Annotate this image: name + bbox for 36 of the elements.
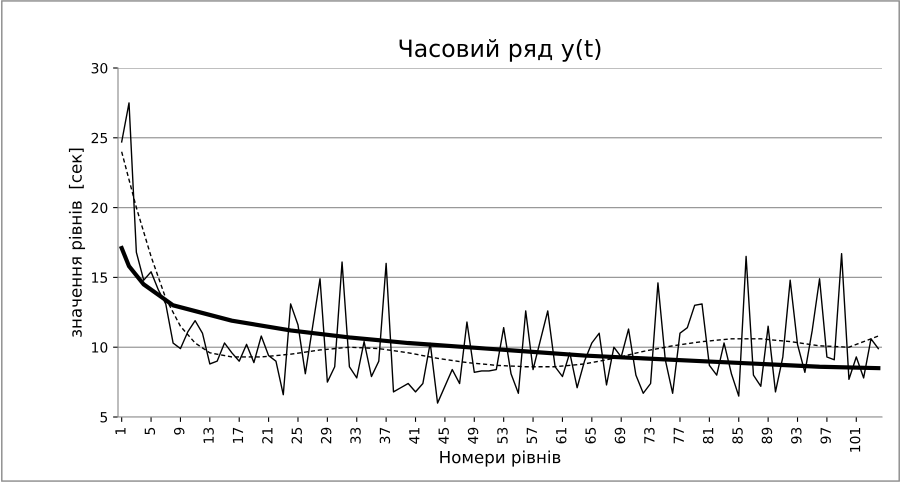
y-tick-label: 25 [92, 132, 108, 144]
x-tick-label: 25 [292, 428, 302, 444]
y-tick-label: 20 [92, 202, 108, 214]
y-axis-title: значення рівнів [сек] [68, 148, 86, 337]
line-series [120, 102, 880, 404]
x-tick-label: 1 [115, 428, 126, 434]
x-tick-label: 41 [409, 428, 420, 444]
x-axis-title: Номери рівнів [440, 450, 560, 467]
chart-title: Часовий ряд y(t) [400, 38, 600, 62]
y-tick-label: 5 [100, 412, 108, 422]
y-tick-label: 15 [92, 272, 108, 283]
x-tick-label: 57 [526, 428, 538, 444]
x-tick-label: 73 [644, 428, 655, 444]
x-tick-label: 33 [350, 428, 361, 444]
x-tick-label: 85 [732, 428, 743, 444]
x-tick-label: 13 [203, 428, 214, 443]
x-tick-label: 37 [380, 428, 390, 444]
x-tick-label: 97 [820, 428, 831, 444]
x-tick-label: 21 [262, 428, 272, 444]
x-tick-label: 61 [556, 428, 566, 444]
x-tick-label: 45 [438, 428, 449, 444]
x-tick-label: 93 [791, 428, 802, 444]
x-tick-label: 49 [468, 428, 478, 444]
x-tick-label: 89 [762, 428, 772, 444]
x-tick-label: 5 [144, 428, 156, 434]
x-tick-label: 9 [174, 428, 184, 435]
x-tick-label: 77 [674, 428, 684, 444]
x-tick-label: 81 [702, 428, 714, 444]
x-tick-label: 53 [497, 428, 508, 444]
x-tick-label: 17 [232, 428, 244, 443]
x-tick-label: 101 [850, 428, 860, 452]
x-tick-label: 65 [585, 428, 596, 444]
y-tick-label: 10 [92, 342, 108, 353]
x-tick-label: 69 [614, 428, 626, 444]
x-tick-label: 29 [320, 428, 332, 444]
y-tick-label: 30 [92, 62, 108, 74]
